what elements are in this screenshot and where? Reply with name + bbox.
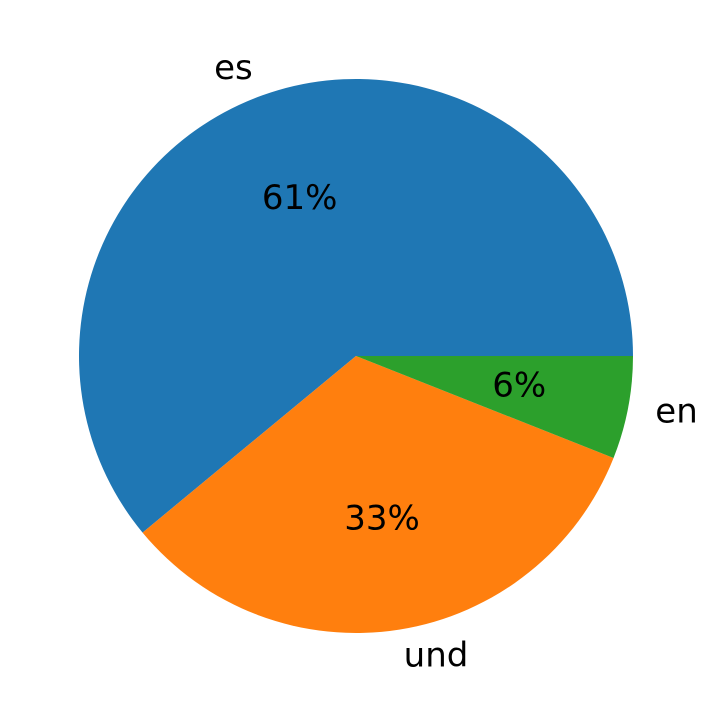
slice-label: es	[214, 48, 253, 88]
slice-label: und	[404, 635, 469, 675]
pie-slice	[142, 356, 614, 634]
slice-label: en	[655, 392, 697, 432]
value-label: 61%	[262, 178, 338, 218]
pie-slice	[356, 356, 633, 458]
pie-slice	[78, 78, 634, 533]
value-label: 33%	[344, 499, 420, 539]
value-label: 6%	[492, 366, 546, 406]
